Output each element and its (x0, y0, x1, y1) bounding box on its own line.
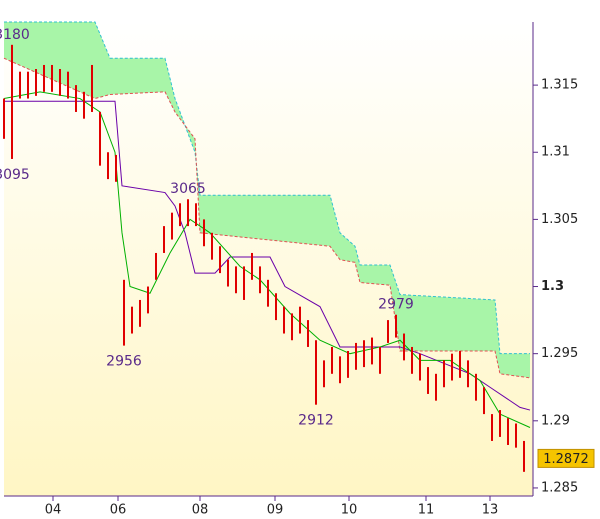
x-tick-label: 04 (45, 503, 62, 518)
x-tick-label: 06 (110, 503, 127, 518)
y-tick-label: 1.285 (541, 480, 578, 495)
low-label: 2912 (298, 413, 334, 429)
y-tick-label: 1.295 (541, 346, 578, 361)
indicator-line (3, 91, 531, 428)
high-label: 2979 (378, 297, 414, 313)
x-tick-label: 08 (192, 503, 209, 518)
cloud-span (3, 57, 531, 379)
x-tick-label: 11 (418, 503, 435, 518)
low-label: 2956 (106, 354, 142, 370)
x-tick-label: 09 (267, 503, 284, 518)
cloud-fill (4, 22, 530, 378)
cloud-span (4, 21, 530, 355)
x-tick-label: 10 (341, 503, 358, 518)
y-tick-label: 1.315 (541, 78, 578, 93)
y-tick-label: 1.3 (541, 279, 564, 294)
x-tick-label: 13 (482, 503, 499, 518)
last-price-label: 1.2872 (543, 452, 589, 467)
y-tick-label: 1.305 (541, 212, 578, 227)
y-tick-label: 1.31 (541, 145, 570, 160)
y-tick-label: 1.29 (541, 413, 570, 428)
high-label: 3065 (170, 181, 206, 197)
last-price-box (537, 448, 595, 468)
low-label: 3095 (0, 167, 30, 183)
indicator-line (4, 100, 531, 411)
